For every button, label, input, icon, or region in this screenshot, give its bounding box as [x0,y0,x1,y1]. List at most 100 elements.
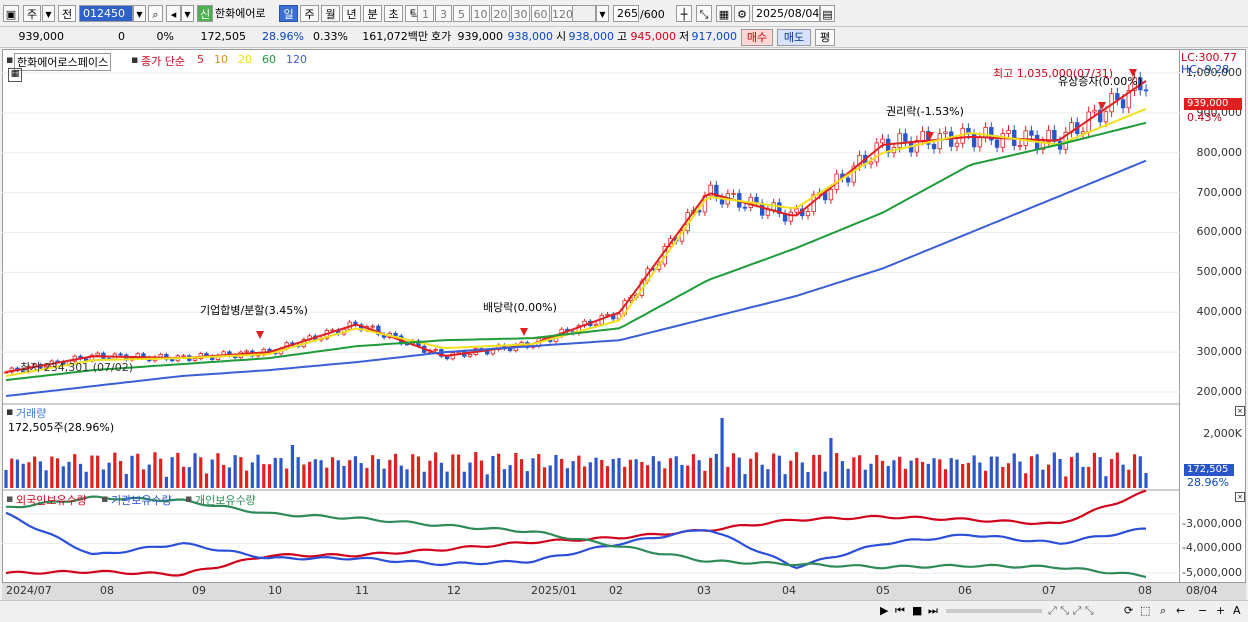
volume-bar [726,466,730,488]
period-tab[interactable]: 일 [279,5,298,22]
interval-tab[interactable]: 30 [511,5,530,22]
grid-toggle-icon[interactable]: ▦ [8,68,22,82]
search-icon[interactable]: ⌕ [148,5,163,22]
volume-bar [359,463,363,488]
chart-window-icon[interactable]: ▣ [3,5,19,22]
zoom-out-icon[interactable]: − [1198,604,1208,617]
date-right: 08/04 [1186,584,1218,597]
period-tab[interactable]: 월 [321,5,340,22]
period-tab[interactable]: 분 [363,5,382,22]
volume-bar [78,463,83,488]
volume-bar [1115,452,1119,488]
auto-scale-icon[interactable]: A [1233,604,1241,617]
interval-field[interactable] [572,5,596,22]
chart-canvas[interactable] [2,49,1180,582]
gear-icon[interactable]: ⚙ [734,5,750,22]
period-tab[interactable]: 초 [384,5,403,22]
main-chart-title[interactable]: 한화에어로스페이스 [14,53,112,71]
search-icon[interactable]: ⌕ [1160,604,1167,617]
candle [467,354,473,357]
candle [937,133,942,150]
volume-bar [1132,454,1137,488]
ma-legend-item: 60 [262,53,276,66]
volume-bar [451,454,455,488]
volume-bar [456,454,461,488]
volume-bar [411,454,415,488]
count-input[interactable]: 265 [613,5,639,22]
volume-bar [325,467,329,488]
candle [765,209,771,216]
close-volume-icon[interactable]: × [1235,406,1245,416]
scroll-right-icon[interactable]: ▶ [880,604,889,617]
scroll-first-icon[interactable]: ⏮ [895,604,905,617]
interval-tab[interactable]: 1 [417,5,434,22]
period-type-selector[interactable]: 주 [23,5,41,22]
volume-bar [118,461,123,488]
stock-code-input[interactable]: 012450 [79,5,133,22]
volume-bar [296,457,300,488]
volume-bar [605,466,610,488]
candle [851,165,857,183]
interval-tab[interactable]: 60 [531,5,550,22]
volume-bar [519,459,524,488]
eval-button[interactable]: 평 [815,29,835,46]
close-holdings-icon[interactable]: × [1235,492,1245,502]
buy-button[interactable]: 매수 [741,29,773,46]
low-price: 917,000 [691,30,738,43]
code-dropdown-icon[interactable]: ▼ [133,5,146,22]
volume-bar [577,455,581,488]
fit-icon[interactable]: ⬚ [1140,604,1151,617]
candle [95,352,100,356]
reset-icon[interactable]: ⟳ [1124,604,1134,617]
volume-bar [474,452,478,488]
draw-tools-icon[interactable]: ⤢ ⤡ ⤢ ⤡ [1048,604,1094,617]
chart-type-icon[interactable]: ┼ [676,5,692,22]
holdings-legend-item: 개인보유수량 [195,494,256,507]
volume-bar [565,468,570,488]
volume-bar [663,468,667,488]
volume-bar [554,454,558,488]
speaker-dropdown-icon[interactable]: ▼ [181,5,194,22]
interval-tab[interactable]: 10 [471,5,490,22]
period-tab[interactable]: 년 [342,5,361,22]
prev-button[interactable]: 전 [58,5,76,22]
scroll-stop-icon[interactable]: ■ [912,604,923,617]
volume-bar [176,452,180,488]
speaker-icon[interactable]: ◂ [166,5,181,22]
volume-value: 172,505주(28.96%) [8,421,115,434]
y-axis-tick: 500,000 [1196,265,1243,279]
sell-button[interactable]: 매도 [777,29,811,46]
interval-tab[interactable]: 5 [453,5,470,22]
event-arrow-icon [1129,69,1137,77]
interval-tab[interactable]: 20 [491,5,510,22]
volume-bar [44,470,48,488]
volume-bar [686,465,690,488]
scrollbar[interactable] [946,609,1042,613]
volume-bar [50,456,54,488]
period-tab[interactable]: 주 [300,5,319,22]
volume-bar [342,466,346,488]
candle [1132,77,1137,91]
interval-tab[interactable]: 3 [435,5,452,22]
date-tick: 10 [268,584,282,597]
volume-bar [38,461,42,488]
calendar-icon[interactable]: ▤ [820,5,835,22]
price-change: 0 [118,30,125,43]
draw-tool-icon[interactable]: ⤡ [696,5,712,22]
zoom-in-icon[interactable]: + [1216,604,1226,617]
interval-tab[interactable]: 120 [551,5,574,22]
event-annotation: 배당락(0.00%) [483,301,557,314]
date-input[interactable]: 2025/08/04 [752,5,820,22]
candle [433,349,438,351]
volume-bar [113,452,117,488]
period-type-dropdown-icon[interactable]: ▼ [42,5,55,22]
volume-bar [1138,456,1142,488]
interval-dropdown-icon[interactable]: ▼ [596,5,609,22]
volume-bar [932,458,936,488]
holdings-legend-bullet-icon: ▪ [185,492,193,505]
scroll-last-icon[interactable]: ⏭ [928,604,938,617]
volume-bar [978,462,982,488]
arrow-left-icon[interactable]: ← [1176,604,1186,617]
save-icon[interactable]: ▦ [716,5,732,22]
volume-bar [1064,476,1068,488]
